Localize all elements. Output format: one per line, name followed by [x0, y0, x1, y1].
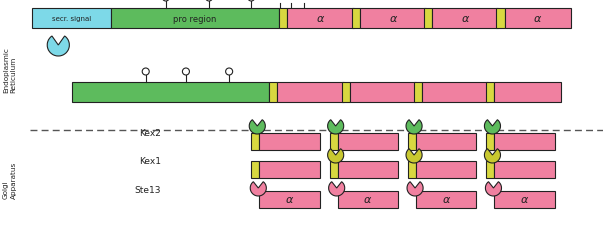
Text: α: α: [317, 14, 324, 24]
Bar: [342, 83, 350, 102]
Wedge shape: [485, 182, 502, 196]
Text: pro region: pro region: [173, 14, 216, 24]
Bar: [408, 134, 416, 150]
Bar: [494, 161, 555, 178]
Wedge shape: [407, 182, 423, 196]
Bar: [330, 161, 338, 178]
Text: secr. signal: secr. signal: [52, 16, 91, 22]
Wedge shape: [329, 182, 345, 196]
Bar: [487, 161, 494, 178]
Circle shape: [162, 0, 169, 2]
Text: α: α: [364, 195, 371, 205]
Bar: [270, 83, 277, 102]
Bar: [422, 83, 488, 102]
Text: Kex2: Kex2: [139, 128, 161, 137]
Bar: [505, 9, 571, 29]
Bar: [279, 9, 288, 29]
Wedge shape: [327, 149, 344, 163]
Bar: [259, 161, 320, 178]
Wedge shape: [484, 149, 500, 163]
Bar: [110, 9, 279, 29]
Bar: [414, 83, 422, 102]
Text: α: α: [286, 195, 293, 205]
Wedge shape: [47, 37, 69, 57]
Bar: [408, 161, 416, 178]
Wedge shape: [406, 120, 422, 134]
Bar: [487, 83, 494, 102]
Bar: [277, 83, 344, 102]
Bar: [416, 134, 476, 150]
Circle shape: [206, 0, 213, 2]
Text: α: α: [390, 14, 397, 24]
Text: α: α: [443, 195, 450, 205]
Bar: [288, 9, 354, 29]
Circle shape: [182, 69, 189, 76]
Bar: [487, 134, 494, 150]
Bar: [259, 134, 320, 150]
Wedge shape: [484, 120, 500, 134]
Bar: [494, 191, 555, 208]
Bar: [72, 83, 270, 102]
Wedge shape: [250, 182, 267, 196]
Bar: [259, 191, 320, 208]
Bar: [416, 161, 476, 178]
Bar: [32, 9, 110, 29]
Text: Golgi
Apparatus: Golgi Apparatus: [3, 162, 16, 198]
Text: Ste13: Ste13: [134, 186, 161, 195]
Bar: [338, 161, 398, 178]
Bar: [416, 191, 476, 208]
Bar: [496, 9, 505, 29]
Bar: [338, 134, 398, 150]
Text: Kex1: Kex1: [139, 156, 161, 165]
Bar: [330, 134, 338, 150]
Bar: [352, 9, 360, 29]
Bar: [494, 134, 555, 150]
Text: α: α: [521, 195, 528, 205]
Bar: [424, 9, 432, 29]
Text: α: α: [462, 14, 469, 24]
Circle shape: [142, 69, 150, 76]
Bar: [494, 83, 561, 102]
Text: Endoplasmic
Reticulum: Endoplasmic Reticulum: [3, 47, 16, 93]
Bar: [338, 191, 398, 208]
Bar: [251, 134, 259, 150]
Wedge shape: [327, 120, 344, 134]
Wedge shape: [249, 120, 265, 134]
Wedge shape: [406, 149, 422, 163]
Circle shape: [226, 69, 233, 76]
Bar: [251, 161, 259, 178]
Bar: [360, 9, 426, 29]
Bar: [350, 83, 416, 102]
Circle shape: [248, 0, 255, 2]
Text: α: α: [534, 14, 541, 24]
Bar: [432, 9, 499, 29]
